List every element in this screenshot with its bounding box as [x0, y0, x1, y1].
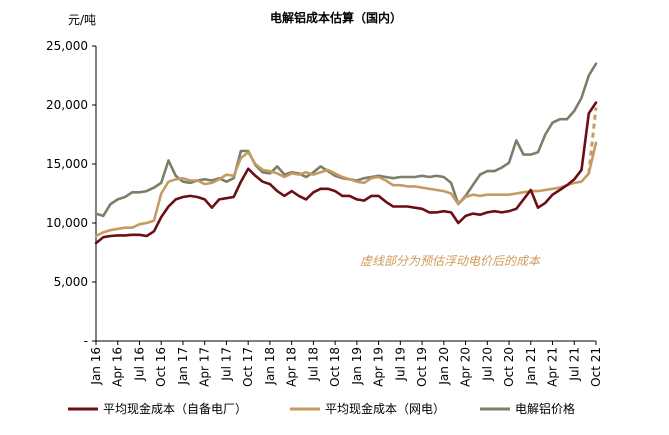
legend-label: 平均现金成本（自备电厂）	[103, 401, 247, 416]
series-lines	[94, 62, 598, 245]
y-axis-ticks: - 5,000 10,000 15,000 20,000 25,000	[46, 39, 96, 348]
x-tick-label: Jan 19	[350, 347, 364, 386]
y-tick-label: 15,000	[46, 157, 88, 171]
x-tick-label: Apr 16	[111, 347, 125, 387]
chart-title: 电解铝成本估算（国内）	[270, 10, 402, 25]
x-tick-label: Jul 16	[132, 347, 146, 382]
y-tick-label: 10,000	[46, 216, 88, 230]
y-tick-label: 5,000	[54, 275, 88, 289]
x-tick-label: Apr 20	[459, 347, 473, 387]
x-tick-label: Oct 19	[415, 347, 429, 387]
y-tick-label: 25,000	[46, 39, 88, 53]
dashed-line-annotation: 虚线部分为预估浮动电价后的成本	[360, 254, 542, 268]
x-tick-label: Jan 18	[263, 347, 277, 386]
y-tick-label: -	[84, 334, 88, 348]
y-axis-unit-label: 元/吨	[68, 13, 96, 27]
x-tick-label: Jan 16	[89, 347, 103, 386]
legend: 平均现金成本（自备电厂） 平均现金成本（网电） 电解铝价格	[68, 401, 575, 416]
y-tick-label: 20,000	[46, 98, 88, 112]
series-dashed-line-1	[587, 107, 598, 174]
x-tick-label: Apr 17	[198, 347, 212, 387]
x-tick-label: Oct 20	[502, 347, 516, 387]
x-tick-label: Oct 18	[328, 347, 342, 387]
x-tick-label: Apr 19	[372, 347, 386, 387]
series-line-1	[94, 141, 598, 238]
series-line-0	[94, 101, 598, 245]
x-tick-label: Jan 21	[524, 347, 538, 386]
x-tick-label: Jul 21	[567, 347, 581, 382]
x-tick-label: Jul 17	[219, 347, 233, 382]
x-tick-label: Oct 21	[589, 347, 603, 387]
x-axis-ticks: Jan 16 Apr 16 Jul 16 Oct 16 Jan 17 Apr 17 Jul …	[89, 341, 603, 387]
x-tick-label: Apr 18	[285, 347, 299, 387]
x-tick-label: Oct 17	[241, 347, 255, 387]
x-tick-label: Jul 20	[480, 347, 494, 382]
x-tick-label: Jul 19	[393, 347, 407, 382]
x-tick-label: Jan 17	[176, 347, 190, 386]
legend-label: 平均现金成本（网电）	[325, 401, 445, 416]
x-tick-label: Jan 20	[437, 347, 451, 386]
x-tick-label: Oct 16	[154, 347, 168, 387]
x-tick-label: Jul 18	[306, 347, 320, 382]
x-tick-label: Apr 21	[546, 347, 560, 387]
legend-label: 电解铝价格	[515, 401, 575, 416]
